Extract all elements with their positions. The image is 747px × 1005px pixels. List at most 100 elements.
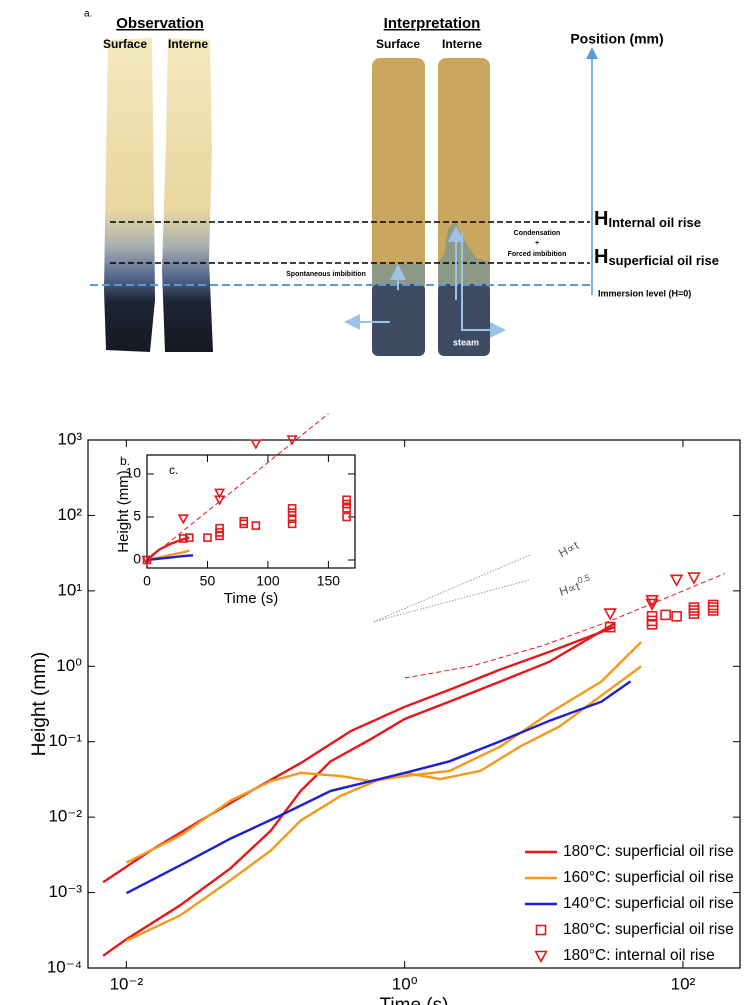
x-tick-label: 100	[256, 573, 280, 589]
interpretation-left: Surface	[376, 37, 420, 51]
triangle-marker	[645, 594, 659, 608]
square-marker	[707, 599, 719, 611]
h-sub: Internal oil rise	[608, 215, 700, 230]
y-tick-label: 0	[133, 551, 141, 567]
triangle-marker	[286, 435, 298, 446]
series-line	[404, 573, 725, 679]
annotation: H∝t0.5	[557, 573, 594, 599]
observation-left: Surface	[103, 37, 147, 51]
bar-interne-bottom	[438, 284, 490, 356]
y-axis-label: Height (mm)	[115, 470, 132, 553]
condensation: Forced imbibition	[508, 251, 567, 258]
h: H	[594, 208, 608, 230]
square-marker	[287, 504, 297, 513]
panel-label: b.	[120, 454, 130, 468]
h: H	[594, 246, 608, 268]
y-tick-label: 10	[125, 465, 141, 481]
series-line	[146, 554, 194, 562]
y-tick-label: 10¹	[57, 580, 82, 599]
photo-interne	[162, 38, 213, 352]
bar-surface-bottom	[372, 284, 425, 356]
y-tick-label: 10⁻⁴	[47, 957, 82, 976]
panel-label: a.	[84, 9, 92, 20]
series-line	[373, 554, 531, 623]
observation-right: Interne	[168, 37, 208, 51]
square-marker	[342, 495, 351, 505]
series-line	[146, 413, 329, 561]
triangle-marker	[645, 598, 659, 612]
y-axis-label: Height (mm)	[29, 652, 50, 757]
spontaneous: Spontaneous imbibition	[286, 271, 366, 278]
y-tick-label: 5	[133, 508, 141, 524]
triangle-marker	[250, 439, 262, 450]
x-tick-label: 0	[143, 573, 151, 589]
arrow	[461, 232, 506, 338]
triangle-marker	[177, 514, 189, 525]
panel-a: a. Observation Surface Interne Interpret…	[84, 9, 719, 356]
steam: steam	[453, 337, 479, 347]
h-superficial: Hsuperficial oil rise	[594, 246, 719, 268]
plot-frame	[146, 454, 356, 569]
h-internal: HInternal oil rise	[594, 208, 701, 230]
triangle-marker	[214, 488, 226, 499]
interpretation-title: Interpretation	[384, 15, 481, 32]
photo-surface	[104, 38, 155, 352]
y-tick-label: 10⁻³	[48, 882, 82, 901]
legend-label: 160°C: superficial oil rise	[563, 869, 734, 886]
square-marker	[688, 602, 700, 613]
triangle-marker	[687, 572, 701, 585]
series-line	[373, 579, 531, 623]
square-marker	[215, 528, 224, 537]
annotation-sup: 0.5	[576, 573, 591, 586]
legend-label: 180°C: internal oil rise	[563, 947, 715, 964]
series-line	[125, 680, 632, 895]
interpretation-right: Interne	[442, 37, 482, 51]
observation-title: Observation	[116, 15, 204, 32]
series-line	[146, 536, 190, 561]
x-tick-label: 10²	[671, 974, 696, 993]
square-marker	[646, 610, 658, 622]
square-marker	[342, 512, 351, 522]
y-tick-label: 10⁻²	[48, 807, 82, 826]
x-axis-label: Time (s)	[224, 590, 278, 607]
triangle-marker	[534, 950, 548, 964]
y-tick-label: 10³	[57, 429, 82, 448]
h-sub: superficial oil rise	[608, 253, 719, 268]
y-tick-label: 10⁻¹	[48, 731, 82, 750]
x-axis-label: Time (s)	[380, 995, 449, 1005]
square-marker	[287, 514, 297, 523]
square-marker	[239, 519, 249, 529]
square-marker	[287, 508, 297, 517]
square-marker	[604, 621, 616, 633]
triangle-marker	[669, 574, 684, 587]
square-marker	[342, 504, 351, 513]
x-tick-label: 10⁰	[392, 974, 418, 993]
square-marker	[178, 534, 188, 543]
square-marker	[671, 610, 682, 622]
square-marker	[342, 499, 351, 509]
immersion: Immersion level (H=0)	[598, 288, 691, 298]
series-line	[102, 622, 615, 957]
triangle-marker	[603, 608, 617, 621]
annotation-text: H∝t	[558, 579, 583, 599]
x-tick-label: 10⁻²	[110, 974, 144, 993]
square-marker	[535, 924, 547, 936]
panel-label: c.	[169, 463, 178, 477]
square-marker	[185, 533, 194, 542]
legend-label: 140°C: superficial oil rise	[563, 895, 734, 912]
condensation: Condensation	[514, 230, 561, 237]
x-tick-label: 50	[200, 573, 216, 589]
legend-label: 180°C: superficial oil rise	[563, 921, 734, 938]
chart: 0 50 100 150 0 5 10 Time (s) Height (mm) c.	[115, 413, 356, 607]
position-label: Position (mm)	[570, 31, 663, 47]
square-marker	[251, 521, 261, 530]
square-marker	[660, 609, 671, 621]
triangle-marker	[141, 555, 153, 566]
series-line	[102, 626, 615, 884]
square-marker	[287, 519, 297, 529]
y-tick-label: 10²	[57, 505, 82, 524]
legend-label: 180°C: superficial oil rise	[563, 843, 734, 860]
y-tick-label: 10⁰	[56, 656, 82, 675]
condensation: +	[535, 240, 539, 247]
